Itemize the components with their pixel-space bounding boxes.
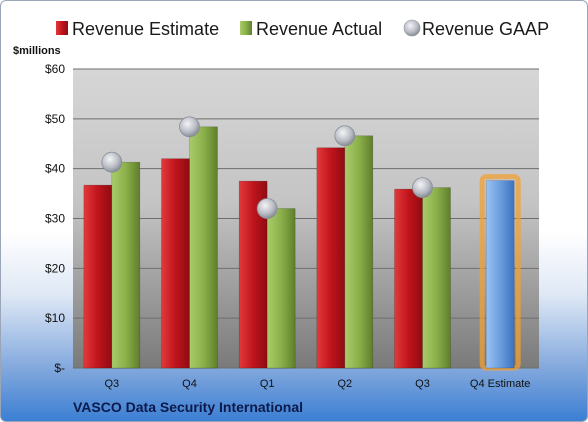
bar-revenue-estimate [394,188,423,369]
marker-revenue-gaap [179,116,200,138]
x-tick-label: Q3 [104,378,119,390]
marker-revenue-gaap [256,198,278,219]
x-tick-label: Q2 [337,378,352,390]
y-tick-label: $40 [45,162,65,176]
y-tick-label: $20 [45,261,65,275]
bar-revenue-estimate [161,158,190,369]
x-tick-label: Q3 [415,378,430,390]
bar-q4-estimate [485,180,515,369]
bar-revenue-actual [111,161,141,369]
company-name: VASCO Data Security International [73,399,304,415]
marker-revenue-gaap [334,125,356,147]
bar-revenue-actual [422,187,451,369]
marker-revenue-gaap [101,151,123,173]
x-tick-label: Q4 Estimate [470,378,531,390]
bar-revenue-estimate [83,184,113,369]
y-tick-label: $60 [45,62,65,76]
legend-label: Revenue GAAP [422,19,549,39]
y-tick-label: $10 [45,311,65,325]
bar-revenue-actual [344,135,374,369]
x-tick-label: Q1 [260,378,275,390]
marker-revenue-gaap [412,177,433,199]
legend-label: Revenue Estimate [72,19,219,39]
y-unit-label: $millions [13,45,61,57]
bar-revenue-estimate [316,147,346,369]
bar-revenue-actual [266,208,296,369]
y-tick-label: $- [54,361,65,375]
legend-swatch [403,19,421,37]
legend-swatch [240,21,252,35]
legend-label: Revenue Actual [256,19,382,39]
legend-swatch [56,21,68,35]
bar-revenue-actual [189,126,218,369]
y-tick-label: $30 [45,212,65,226]
y-tick-label: $50 [45,112,65,126]
x-tick-label: Q4 [182,378,197,390]
